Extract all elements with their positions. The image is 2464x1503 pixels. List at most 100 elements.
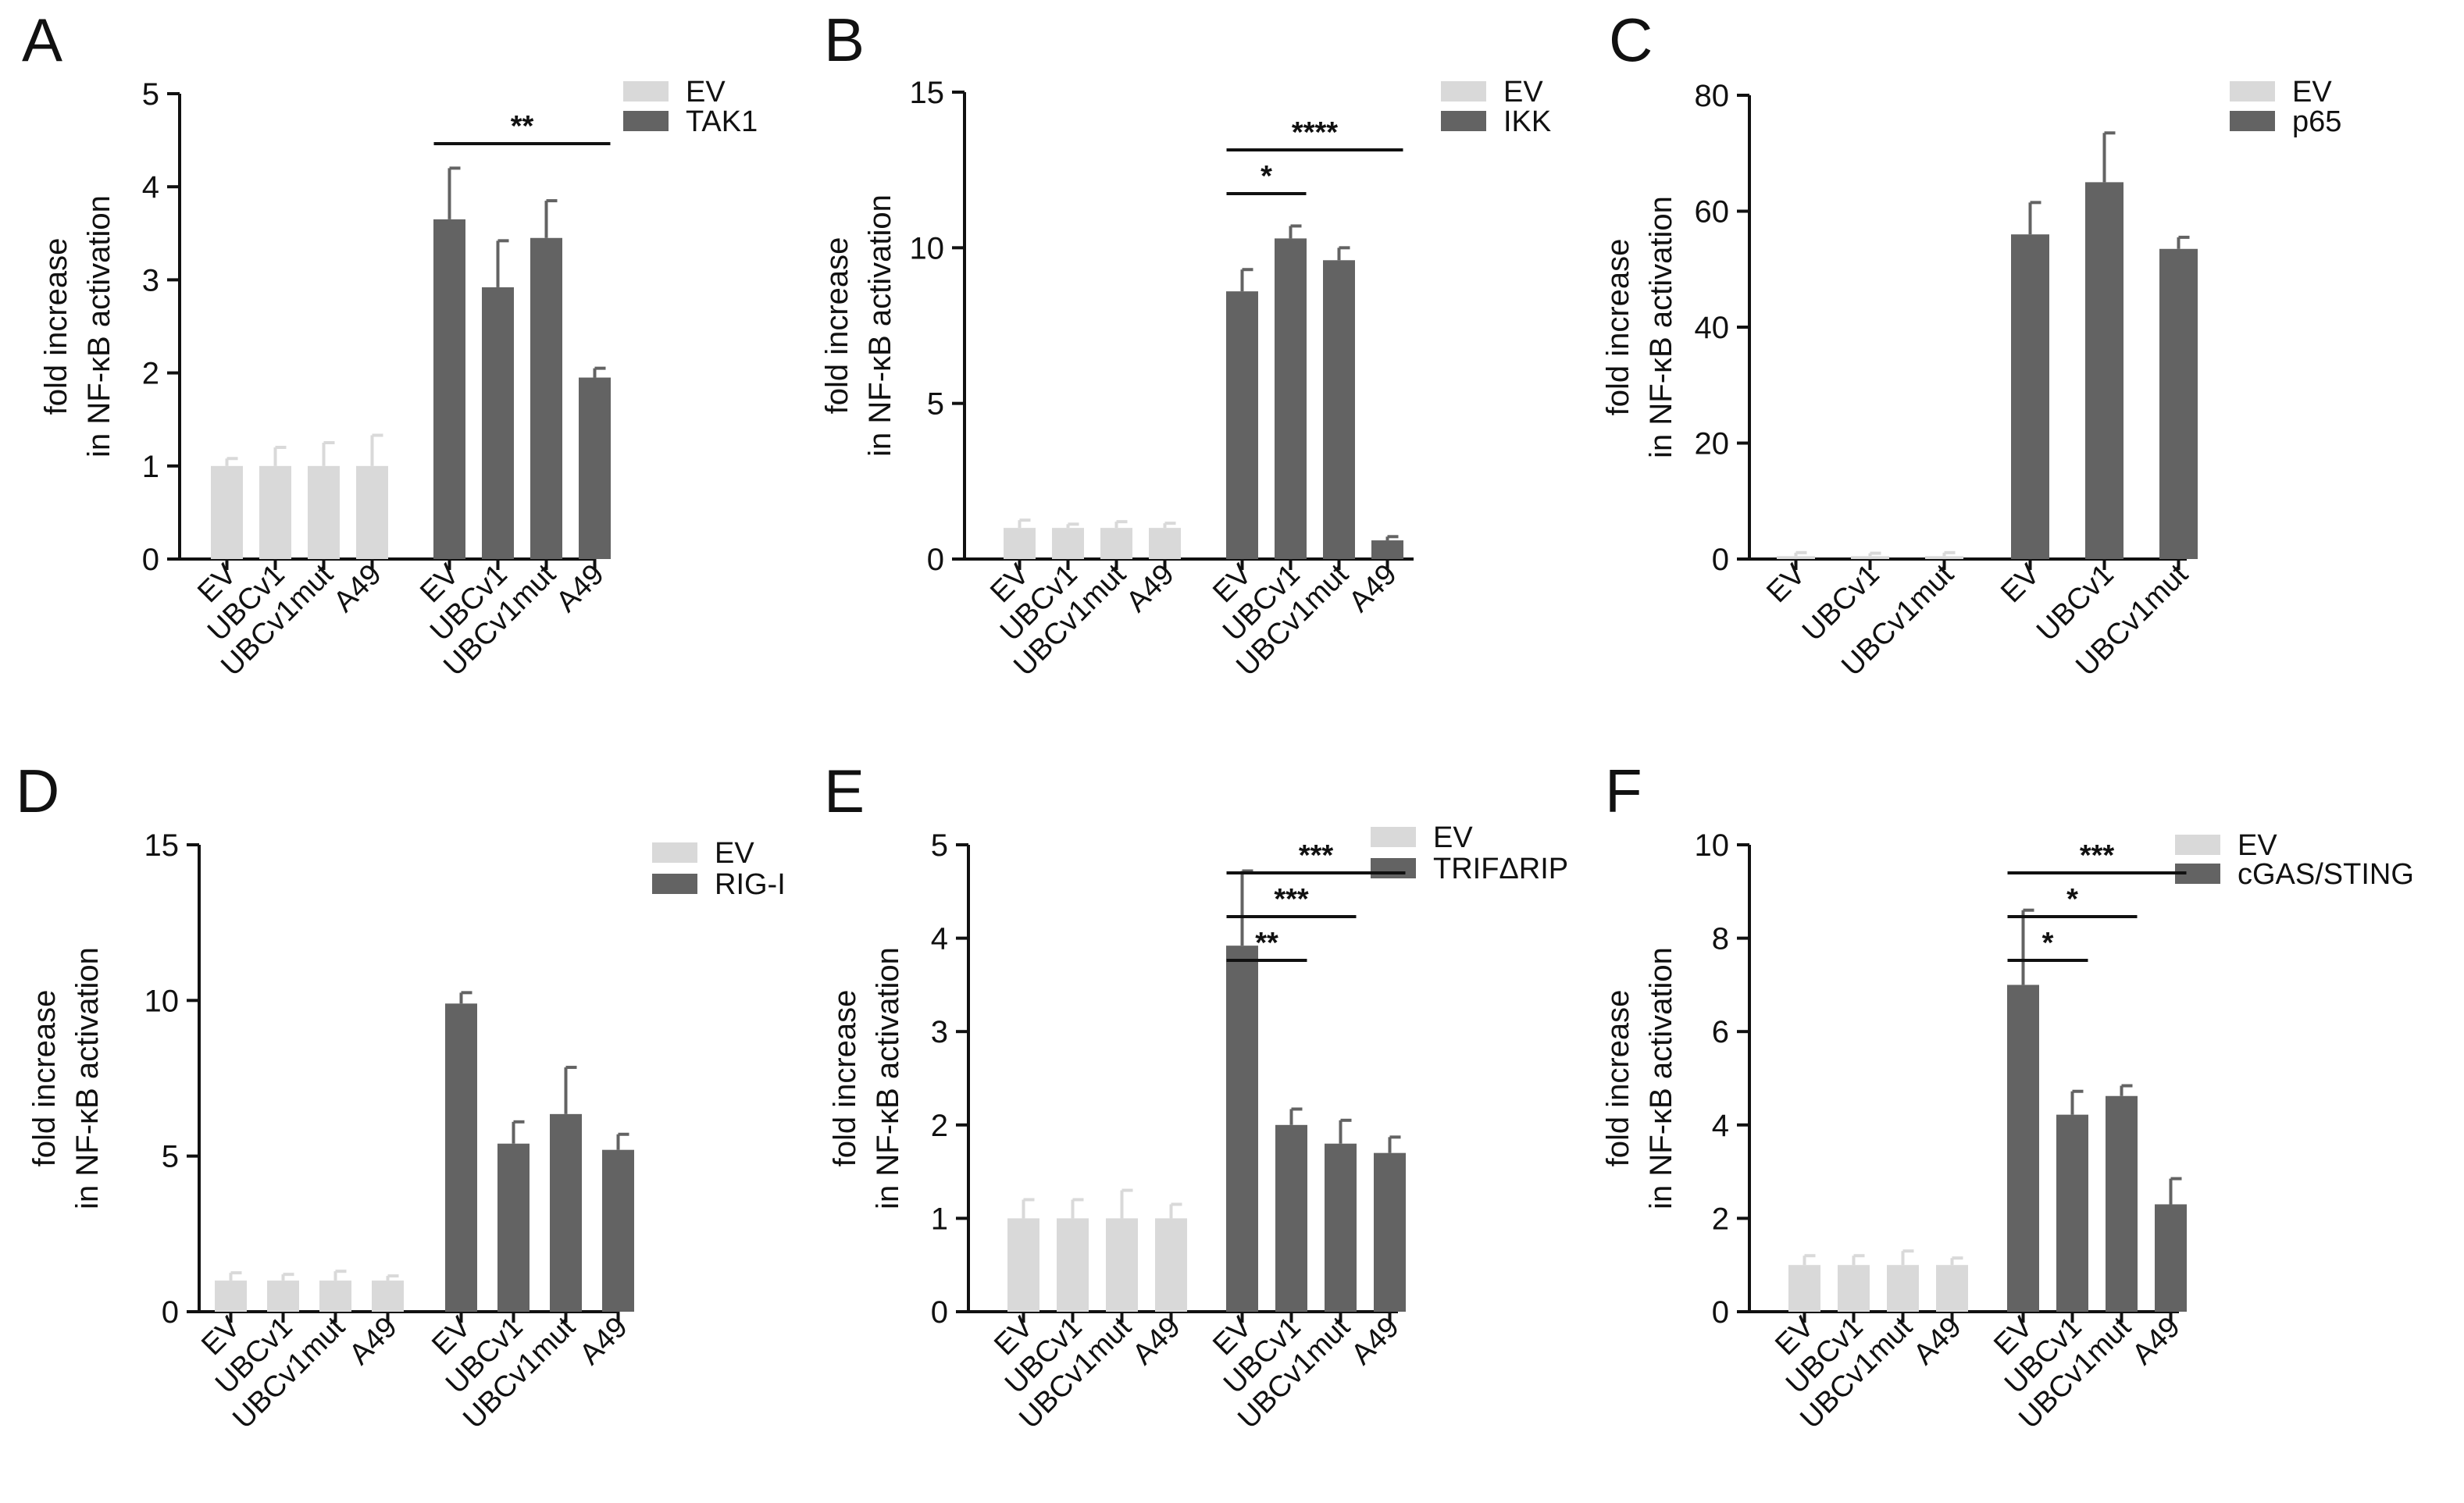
bar xyxy=(1887,1265,1919,1312)
bar xyxy=(1275,1124,1307,1312)
legend-label: EV xyxy=(715,837,754,870)
y-tick-label: 40 xyxy=(1695,311,1730,345)
bar xyxy=(2011,234,2049,559)
bar xyxy=(259,465,291,559)
y-tick-label: 0 xyxy=(1712,543,1729,577)
y-tick-label: 15 xyxy=(144,828,180,863)
significance-label: * xyxy=(2066,883,2078,916)
significance-label: *** xyxy=(2080,839,2115,872)
y-tick-label: 5 xyxy=(142,77,159,112)
bar xyxy=(1374,1152,1406,1312)
y-tick-label: 4 xyxy=(142,170,159,205)
y-axis-label-line: in NF-κB activation xyxy=(70,947,105,1209)
bar xyxy=(579,377,611,559)
y-tick-label: 10 xyxy=(144,984,180,1018)
bar xyxy=(1004,528,1036,559)
panel-label: A xyxy=(22,5,62,74)
significance-label: * xyxy=(2042,927,2054,960)
y-axis-label-line: fold increase xyxy=(1601,239,1635,416)
legend-label: IKK xyxy=(1503,105,1551,138)
bar xyxy=(1149,528,1181,559)
y-tick-label: 10 xyxy=(910,231,945,265)
y-tick-label: 6 xyxy=(1712,1015,1729,1049)
bar xyxy=(433,219,465,559)
y-tick-label: 20 xyxy=(1695,427,1730,461)
legend-label: cGAS/STING xyxy=(2238,858,2414,891)
bar xyxy=(482,287,514,559)
legend-label: EV xyxy=(686,76,726,109)
y-tick-label: 5 xyxy=(931,828,948,863)
bar xyxy=(356,465,388,559)
legend-swatch xyxy=(1441,81,1486,102)
y-tick-label: 4 xyxy=(931,922,948,956)
panel-label: F xyxy=(1605,757,1642,825)
bar xyxy=(1057,1218,1089,1312)
legend-label: TAK1 xyxy=(686,105,758,138)
y-tick-label: 3 xyxy=(931,1015,948,1049)
y-tick-label: 2 xyxy=(931,1109,948,1143)
y-tick-label: 2 xyxy=(1712,1202,1729,1236)
legend-label: EV xyxy=(1433,821,1473,854)
significance-label: * xyxy=(1261,160,1272,193)
y-tick-label: 8 xyxy=(1712,922,1729,956)
legend-label: EV xyxy=(2238,829,2277,862)
significance-label: **** xyxy=(1292,116,1338,149)
bar xyxy=(215,1280,247,1312)
bar xyxy=(1275,238,1307,559)
bar xyxy=(1226,946,1258,1312)
bar xyxy=(1925,556,1963,559)
y-axis-label-line: in NF-κB activation xyxy=(871,947,905,1209)
bar xyxy=(602,1149,634,1312)
bar xyxy=(319,1280,351,1312)
significance-label: ** xyxy=(1255,927,1278,960)
bar xyxy=(1323,260,1355,559)
bar xyxy=(1371,540,1403,559)
panel-label: C xyxy=(1609,5,1653,74)
bar xyxy=(530,237,562,559)
legend-swatch xyxy=(652,874,697,894)
y-tick-label: 80 xyxy=(1695,79,1730,113)
legend-swatch xyxy=(2230,81,2275,102)
y-tick-label: 15 xyxy=(910,76,945,110)
legend-label: EV xyxy=(2292,76,2332,109)
y-tick-label: 10 xyxy=(1695,828,1730,863)
bar xyxy=(1100,528,1132,559)
y-axis-label-line: in NF-κB activation xyxy=(1644,196,1678,458)
y-axis-label-line: fold increase xyxy=(828,990,862,1167)
y-axis-label-line: fold increase xyxy=(27,990,62,1167)
bar xyxy=(372,1280,404,1312)
y-tick-label: 5 xyxy=(162,1140,179,1174)
legend-label: RIG-I xyxy=(715,868,786,901)
legend-swatch xyxy=(2175,835,2220,855)
y-tick-label: 60 xyxy=(1695,195,1730,230)
significance-label: ** xyxy=(511,110,534,143)
bar xyxy=(1007,1218,1039,1312)
legend-swatch xyxy=(2230,111,2275,131)
bar xyxy=(497,1143,530,1312)
legend-swatch xyxy=(652,842,697,863)
significance-label: *** xyxy=(1299,839,1334,872)
y-tick-label: 4 xyxy=(1712,1109,1729,1143)
legend-label: TRIFΔRIP xyxy=(1433,853,1568,885)
bar xyxy=(2159,248,2198,559)
bar xyxy=(211,465,243,559)
y-axis-label-line: in NF-κB activation xyxy=(82,195,116,458)
y-tick-label: 1 xyxy=(142,450,159,484)
bar xyxy=(1851,556,1889,559)
y-tick-label: 0 xyxy=(931,1295,948,1330)
bar xyxy=(1226,291,1258,559)
significance-label: *** xyxy=(1274,883,1309,916)
y-axis-label-line: in NF-κB activation xyxy=(863,194,897,457)
y-axis-label-line: in NF-κB activation xyxy=(1644,947,1678,1209)
legend-swatch xyxy=(1441,111,1486,131)
legend-swatch xyxy=(623,111,669,131)
y-tick-label: 0 xyxy=(162,1295,179,1330)
bar xyxy=(1936,1265,1968,1312)
bar xyxy=(2085,182,2123,559)
legend-swatch xyxy=(623,81,669,102)
legend-swatch xyxy=(1371,827,1416,847)
bar xyxy=(2007,985,2039,1312)
panel-label: B xyxy=(824,5,865,74)
y-tick-label: 1 xyxy=(931,1202,948,1236)
bar xyxy=(445,1003,477,1312)
